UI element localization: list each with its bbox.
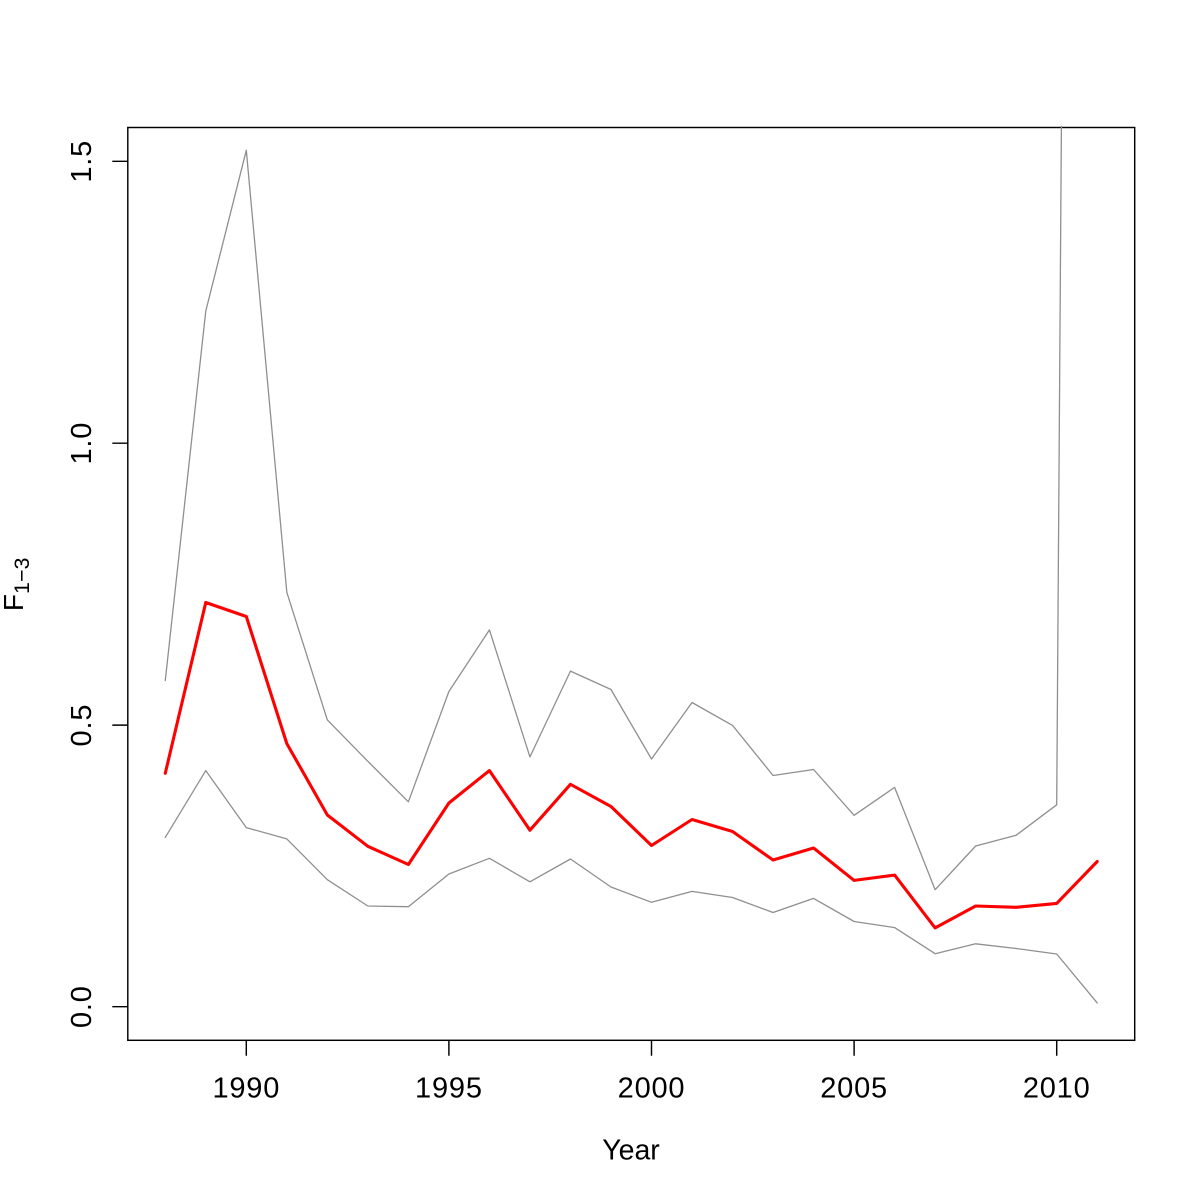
- svg-text:F1−3: F1−3: [0, 557, 34, 611]
- svg-text:2010: 2010: [1023, 1073, 1091, 1105]
- svg-text:2005: 2005: [820, 1073, 888, 1105]
- svg-text:2000: 2000: [618, 1073, 686, 1105]
- svg-text:Year: Year: [602, 1134, 660, 1166]
- svg-text:1990: 1990: [212, 1073, 280, 1105]
- svg-text:0.5: 0.5: [66, 704, 98, 747]
- svg-text:0.0: 0.0: [66, 985, 98, 1028]
- svg-text:1995: 1995: [415, 1073, 483, 1105]
- svg-text:1.5: 1.5: [66, 140, 98, 183]
- svg-text:1.0: 1.0: [66, 422, 98, 465]
